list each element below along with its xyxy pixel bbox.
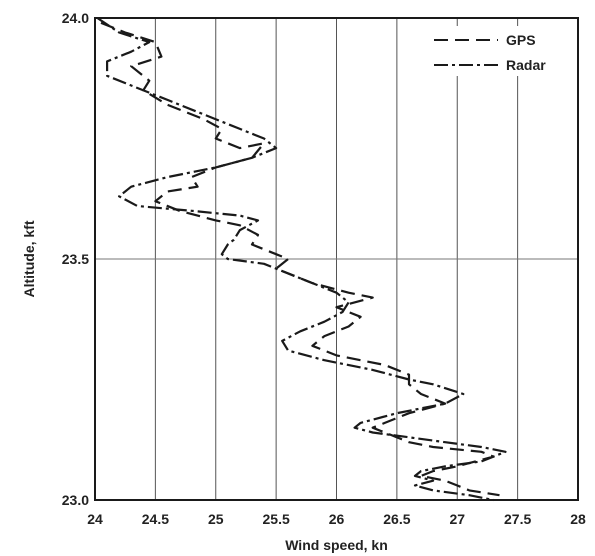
x-tick-label: 27.5 (504, 511, 531, 527)
y-tick-label: 24.0 (62, 10, 89, 26)
series-line-radar (96, 17, 507, 502)
y-tick-label: 23.5 (62, 251, 89, 267)
x-tick-label: 28 (570, 511, 586, 527)
x-tick-label: 25.5 (263, 511, 290, 527)
series-layer (96, 17, 507, 502)
y-axis-label: Altitude, kft (21, 220, 37, 297)
x-tick-label: 24.5 (142, 511, 169, 527)
legend-background (428, 26, 572, 76)
grid (95, 18, 578, 500)
x-tick-label: 25 (208, 511, 224, 527)
x-tick-label: 27 (449, 511, 465, 527)
legend: GPS Radar (428, 26, 572, 76)
legend-label-radar: Radar (506, 57, 546, 73)
plot-frame (94, 17, 579, 501)
x-tick-label: 24 (87, 511, 103, 527)
x-axis-label: Wind speed, kn (285, 537, 388, 553)
x-tick-labels: 24 24.5 25 25.5 26 26.5 27 27.5 28 (87, 511, 586, 527)
y-tick-labels: 23.0 23.5 24.0 (62, 10, 89, 508)
series-line-gps (100, 21, 500, 497)
x-tick-label: 26.5 (383, 511, 410, 527)
y-tick-label: 23.0 (62, 492, 89, 508)
x-tick-label: 26 (329, 511, 345, 527)
legend-label-gps: GPS (506, 32, 536, 48)
